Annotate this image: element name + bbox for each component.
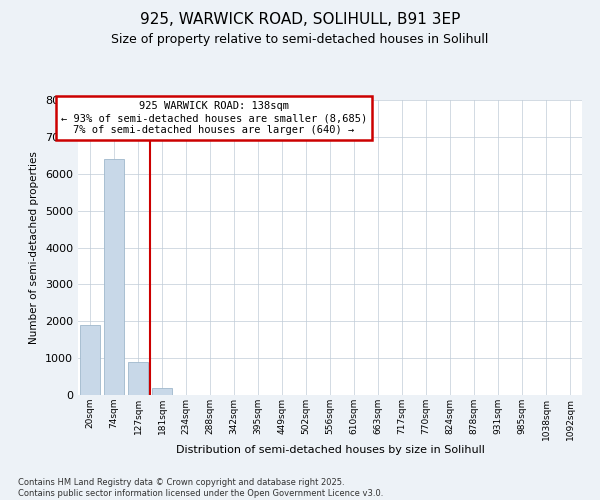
Text: 925 WARWICK ROAD: 138sqm
← 93% of semi-detached houses are smaller (8,685)
7% of: 925 WARWICK ROAD: 138sqm ← 93% of semi-d… (61, 102, 367, 134)
Text: 925, WARWICK ROAD, SOLIHULL, B91 3EP: 925, WARWICK ROAD, SOLIHULL, B91 3EP (140, 12, 460, 28)
Y-axis label: Number of semi-detached properties: Number of semi-detached properties (29, 151, 40, 344)
X-axis label: Distribution of semi-detached houses by size in Solihull: Distribution of semi-detached houses by … (176, 446, 484, 456)
Bar (104, 159, 124, 395)
Text: Contains HM Land Registry data © Crown copyright and database right 2025.
Contai: Contains HM Land Registry data © Crown c… (18, 478, 383, 498)
Bar (128, 362, 148, 395)
Bar (80, 325, 100, 395)
Bar (152, 388, 172, 395)
Text: Size of property relative to semi-detached houses in Solihull: Size of property relative to semi-detach… (112, 32, 488, 46)
